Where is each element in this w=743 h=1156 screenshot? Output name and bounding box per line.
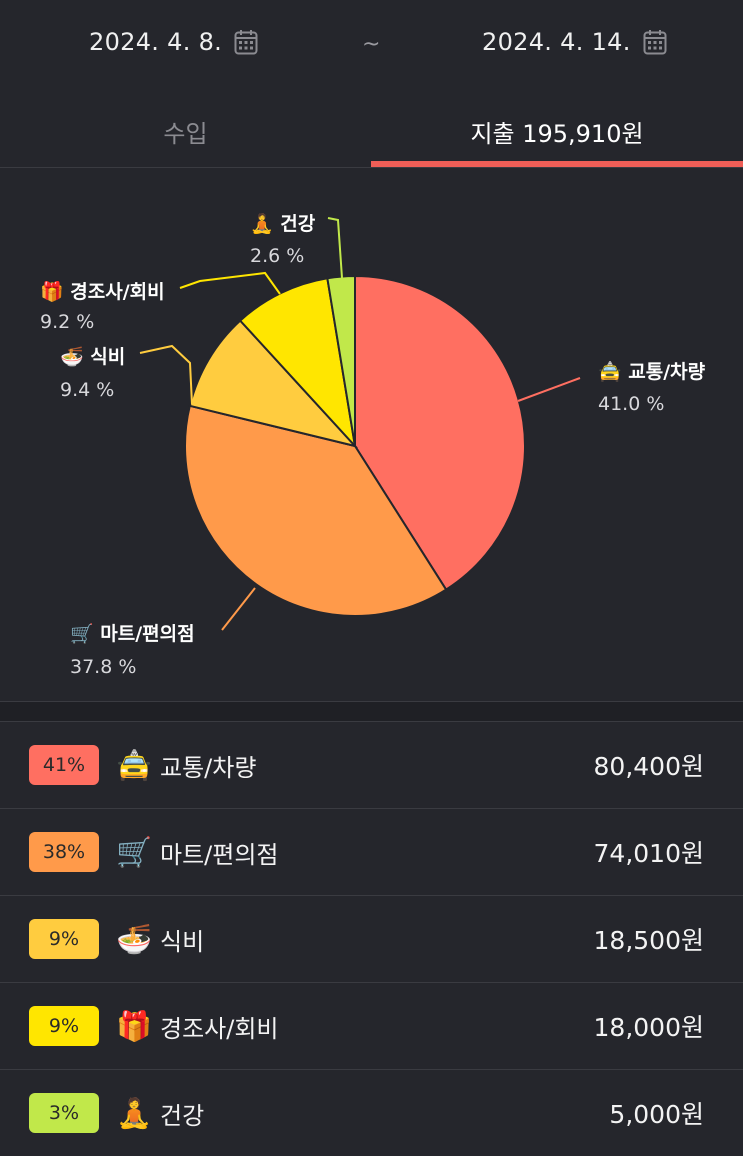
tab-bar: 수입 지출 195,910원 bbox=[0, 95, 743, 168]
category-row[interactable]: 9% 🎁 경조사/회비 18,000원 bbox=[0, 982, 743, 1069]
category-name: 마트/편의점 bbox=[160, 840, 279, 869]
category-amount: 18,000원 bbox=[593, 1013, 704, 1042]
tab-income[interactable]: 수입 bbox=[163, 119, 208, 148]
slice-label: 🧘 건강 bbox=[250, 212, 316, 235]
end-date-text: 2024. 4. 14. bbox=[482, 28, 631, 56]
category-amount: 80,400원 bbox=[593, 752, 704, 781]
date-range-bar: 2024. 4. 8. ~ 2024. 4. 14. bbox=[0, 0, 743, 95]
date-separator: ~ bbox=[362, 32, 381, 57]
category-amount: 74,010원 bbox=[593, 839, 704, 868]
pie-slice[interactable] bbox=[184, 404, 448, 617]
category-row[interactable]: 9% 🍜 식비 18,500원 bbox=[0, 895, 743, 982]
category-name: 교통/차량 bbox=[160, 753, 257, 782]
pie-slice[interactable] bbox=[188, 319, 358, 448]
calendar-icon bbox=[643, 30, 667, 55]
slice-label: 🎁 경조사/회비 bbox=[40, 280, 165, 303]
calendar-icon bbox=[234, 30, 258, 55]
end-date-button[interactable]: 2024. 4. 14. bbox=[482, 28, 667, 56]
slice-percent: 2.6 % bbox=[250, 245, 304, 267]
category-emoji-icon: 🎁 bbox=[116, 1008, 153, 1043]
slice-percent: 9.4 % bbox=[60, 379, 114, 401]
slice-label: 🚖 교통/차량 bbox=[598, 360, 706, 383]
slice-percent: 9.2 % bbox=[40, 311, 94, 333]
category-emoji-icon: 🚖 bbox=[116, 747, 153, 782]
slice-label: 🍜 식비 bbox=[60, 346, 125, 368]
category-row[interactable]: 38% 🛒 마트/편의점 74,010원 bbox=[0, 808, 743, 895]
start-date-text: 2024. 4. 8. bbox=[89, 28, 223, 56]
category-name: 식비 bbox=[160, 927, 205, 956]
percent-badge: 3% bbox=[29, 1093, 99, 1133]
category-list: 41% 🚖 교통/차량 80,400원 38% 🛒 마트/편의점 74,010원 9% 🍜 식비 18… bbox=[0, 721, 743, 1156]
tab-expense[interactable]: 지출 195,910원 bbox=[470, 119, 644, 148]
slice-label: 🛒 마트/편의점 bbox=[70, 622, 195, 645]
category-emoji-icon: 🛒 bbox=[116, 834, 153, 869]
category-name: 건강 bbox=[160, 1101, 205, 1130]
category-row[interactable]: 3% 🧘 건강 5,000원 bbox=[0, 1069, 743, 1156]
category-amount: 5,000원 bbox=[609, 1100, 704, 1129]
category-name: 경조사/회비 bbox=[160, 1014, 279, 1043]
pie-chart: 🚖 교통/차량 41.0 % 🛒 마트/편의점 37.8 % 🍜 식비 9.4 % 🎁 경조… bbox=[40, 212, 706, 678]
slice-leader-line bbox=[139, 344, 193, 405]
section-divider bbox=[0, 702, 743, 721]
percent-badge: 9% bbox=[29, 1006, 99, 1046]
slice-percent: 41.0 % bbox=[598, 393, 664, 415]
percent-badge: 41% bbox=[29, 745, 99, 785]
start-date-button[interactable]: 2024. 4. 8. bbox=[89, 28, 258, 56]
pie-slice[interactable] bbox=[238, 277, 357, 450]
category-emoji-icon: 🍜 bbox=[116, 921, 153, 956]
category-emoji-icon: 🧘 bbox=[116, 1095, 153, 1130]
slice-leader-line bbox=[327, 217, 343, 279]
slice-percent: 37.8 % bbox=[70, 656, 136, 678]
slice-leader-line bbox=[517, 377, 581, 402]
percent-badge: 38% bbox=[29, 832, 99, 872]
category-row[interactable]: 41% 🚖 교통/차량 80,400원 bbox=[0, 721, 743, 808]
active-tab-indicator bbox=[371, 161, 743, 167]
slice-leader-line bbox=[221, 587, 256, 631]
slice-leader-line bbox=[179, 271, 281, 295]
pie-chart-area: 🚖 교통/차량 41.0 % 🛒 마트/편의점 37.8 % 🍜 식비 9.4 % 🎁 경조… bbox=[0, 168, 743, 702]
category-amount: 18,500원 bbox=[593, 926, 704, 955]
percent-badge: 9% bbox=[29, 919, 99, 959]
